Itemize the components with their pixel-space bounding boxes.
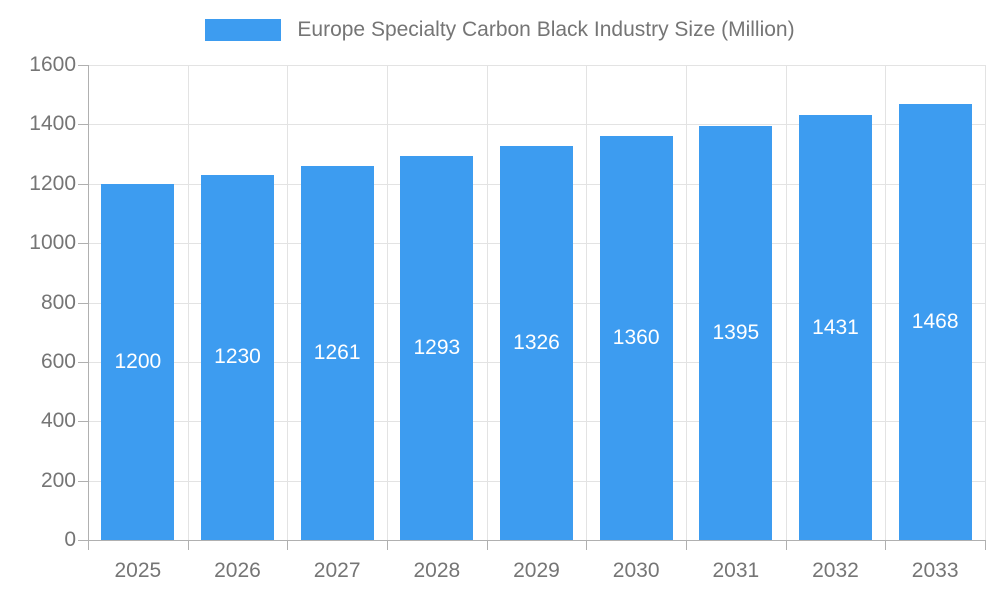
- y-axis-label: 600: [40, 349, 76, 373]
- x-axis-label: 2026: [214, 559, 261, 582]
- bar: 1230: [201, 174, 274, 540]
- x-axis-tick: [586, 540, 587, 550]
- y-axis-tick: [78, 302, 88, 304]
- y-axis-line: [88, 65, 89, 550]
- x-axis-tick: [885, 540, 886, 550]
- bar-value-label: 1431: [812, 315, 859, 339]
- y-axis-tick: [78, 124, 88, 126]
- gridline-vertical: [786, 65, 787, 540]
- legend-item[interactable]: Europe Specialty Carbon Black Industry S…: [0, 14, 1000, 46]
- legend-swatch: [205, 19, 282, 41]
- y-axis-label: 1000: [29, 231, 76, 255]
- y-axis-label: 200: [40, 468, 76, 492]
- bar-value-label: 1261: [313, 340, 361, 364]
- gridline-vertical: [287, 65, 288, 540]
- bar: 1261: [300, 165, 374, 540]
- x-axis-label: 2028: [413, 559, 461, 582]
- bar-value-label: 1230: [214, 345, 261, 369]
- y-axis-label: 1400: [29, 112, 76, 136]
- x-axis-tick: [786, 540, 787, 550]
- bar: 1468: [898, 104, 972, 540]
- gridline-vertical: [188, 65, 189, 540]
- x-axis-tick: [287, 540, 288, 550]
- y-axis-tick: [78, 421, 88, 423]
- y-axis-label: 1600: [29, 53, 76, 76]
- x-axis-label: 2027: [313, 559, 361, 582]
- y-axis-tick: [78, 361, 88, 363]
- bar-value-label: 1395: [712, 320, 760, 344]
- bar: 1293: [400, 156, 474, 540]
- bar: 1200: [101, 183, 175, 540]
- gridline-vertical: [586, 65, 587, 540]
- x-axis-label: 2031: [712, 559, 760, 582]
- y-axis-label: 0: [64, 528, 76, 551]
- bar: 1360: [599, 136, 673, 540]
- x-axis-label: 2032: [812, 559, 859, 582]
- y-axis-label: 1200: [29, 171, 76, 195]
- x-axis-label: 2033: [911, 559, 959, 582]
- x-axis-tick: [88, 540, 89, 550]
- bar: 1395: [699, 125, 773, 540]
- bar-value-label: 1326: [513, 331, 560, 355]
- x-axis-tick: [985, 540, 986, 550]
- x-axis-tick: [487, 540, 488, 550]
- y-axis-label: 400: [40, 409, 76, 433]
- y-axis-tick: [78, 183, 88, 185]
- bar-value-label: 1468: [911, 310, 959, 334]
- bar-value-label: 1200: [114, 349, 162, 373]
- x-axis-label: 2025: [114, 559, 162, 582]
- y-axis-tick: [78, 243, 88, 245]
- x-axis-tick: [387, 540, 388, 550]
- gridline-vertical: [985, 65, 986, 540]
- gridline-vertical: [387, 65, 388, 540]
- x-axis-line: [88, 540, 986, 541]
- y-axis-tick: [78, 540, 88, 541]
- y-axis-label: 800: [40, 290, 76, 314]
- legend-label: Europe Specialty Carbon Black Industry S…: [297, 18, 795, 41]
- x-axis-label: 2030: [612, 559, 660, 582]
- gridline-vertical: [686, 65, 687, 540]
- gridline-horizontal: [88, 65, 985, 66]
- gridline-horizontal: [88, 124, 985, 126]
- gridline-vertical: [487, 65, 488, 540]
- gridline-vertical: [885, 65, 886, 540]
- bar: 1431: [799, 115, 872, 540]
- y-axis-tick: [78, 480, 88, 482]
- x-axis-tick: [686, 540, 687, 550]
- x-axis-tick: [188, 540, 189, 550]
- bar: 1326: [500, 146, 573, 540]
- bar-value-label: 1293: [413, 336, 461, 360]
- bar-value-label: 1360: [612, 326, 660, 350]
- x-axis-label: 2029: [513, 559, 560, 582]
- plot-area: 1200 1230 1261 1293 1326 1360 1395 1431 1468: [88, 65, 986, 540]
- y-axis-tick: [78, 65, 88, 66]
